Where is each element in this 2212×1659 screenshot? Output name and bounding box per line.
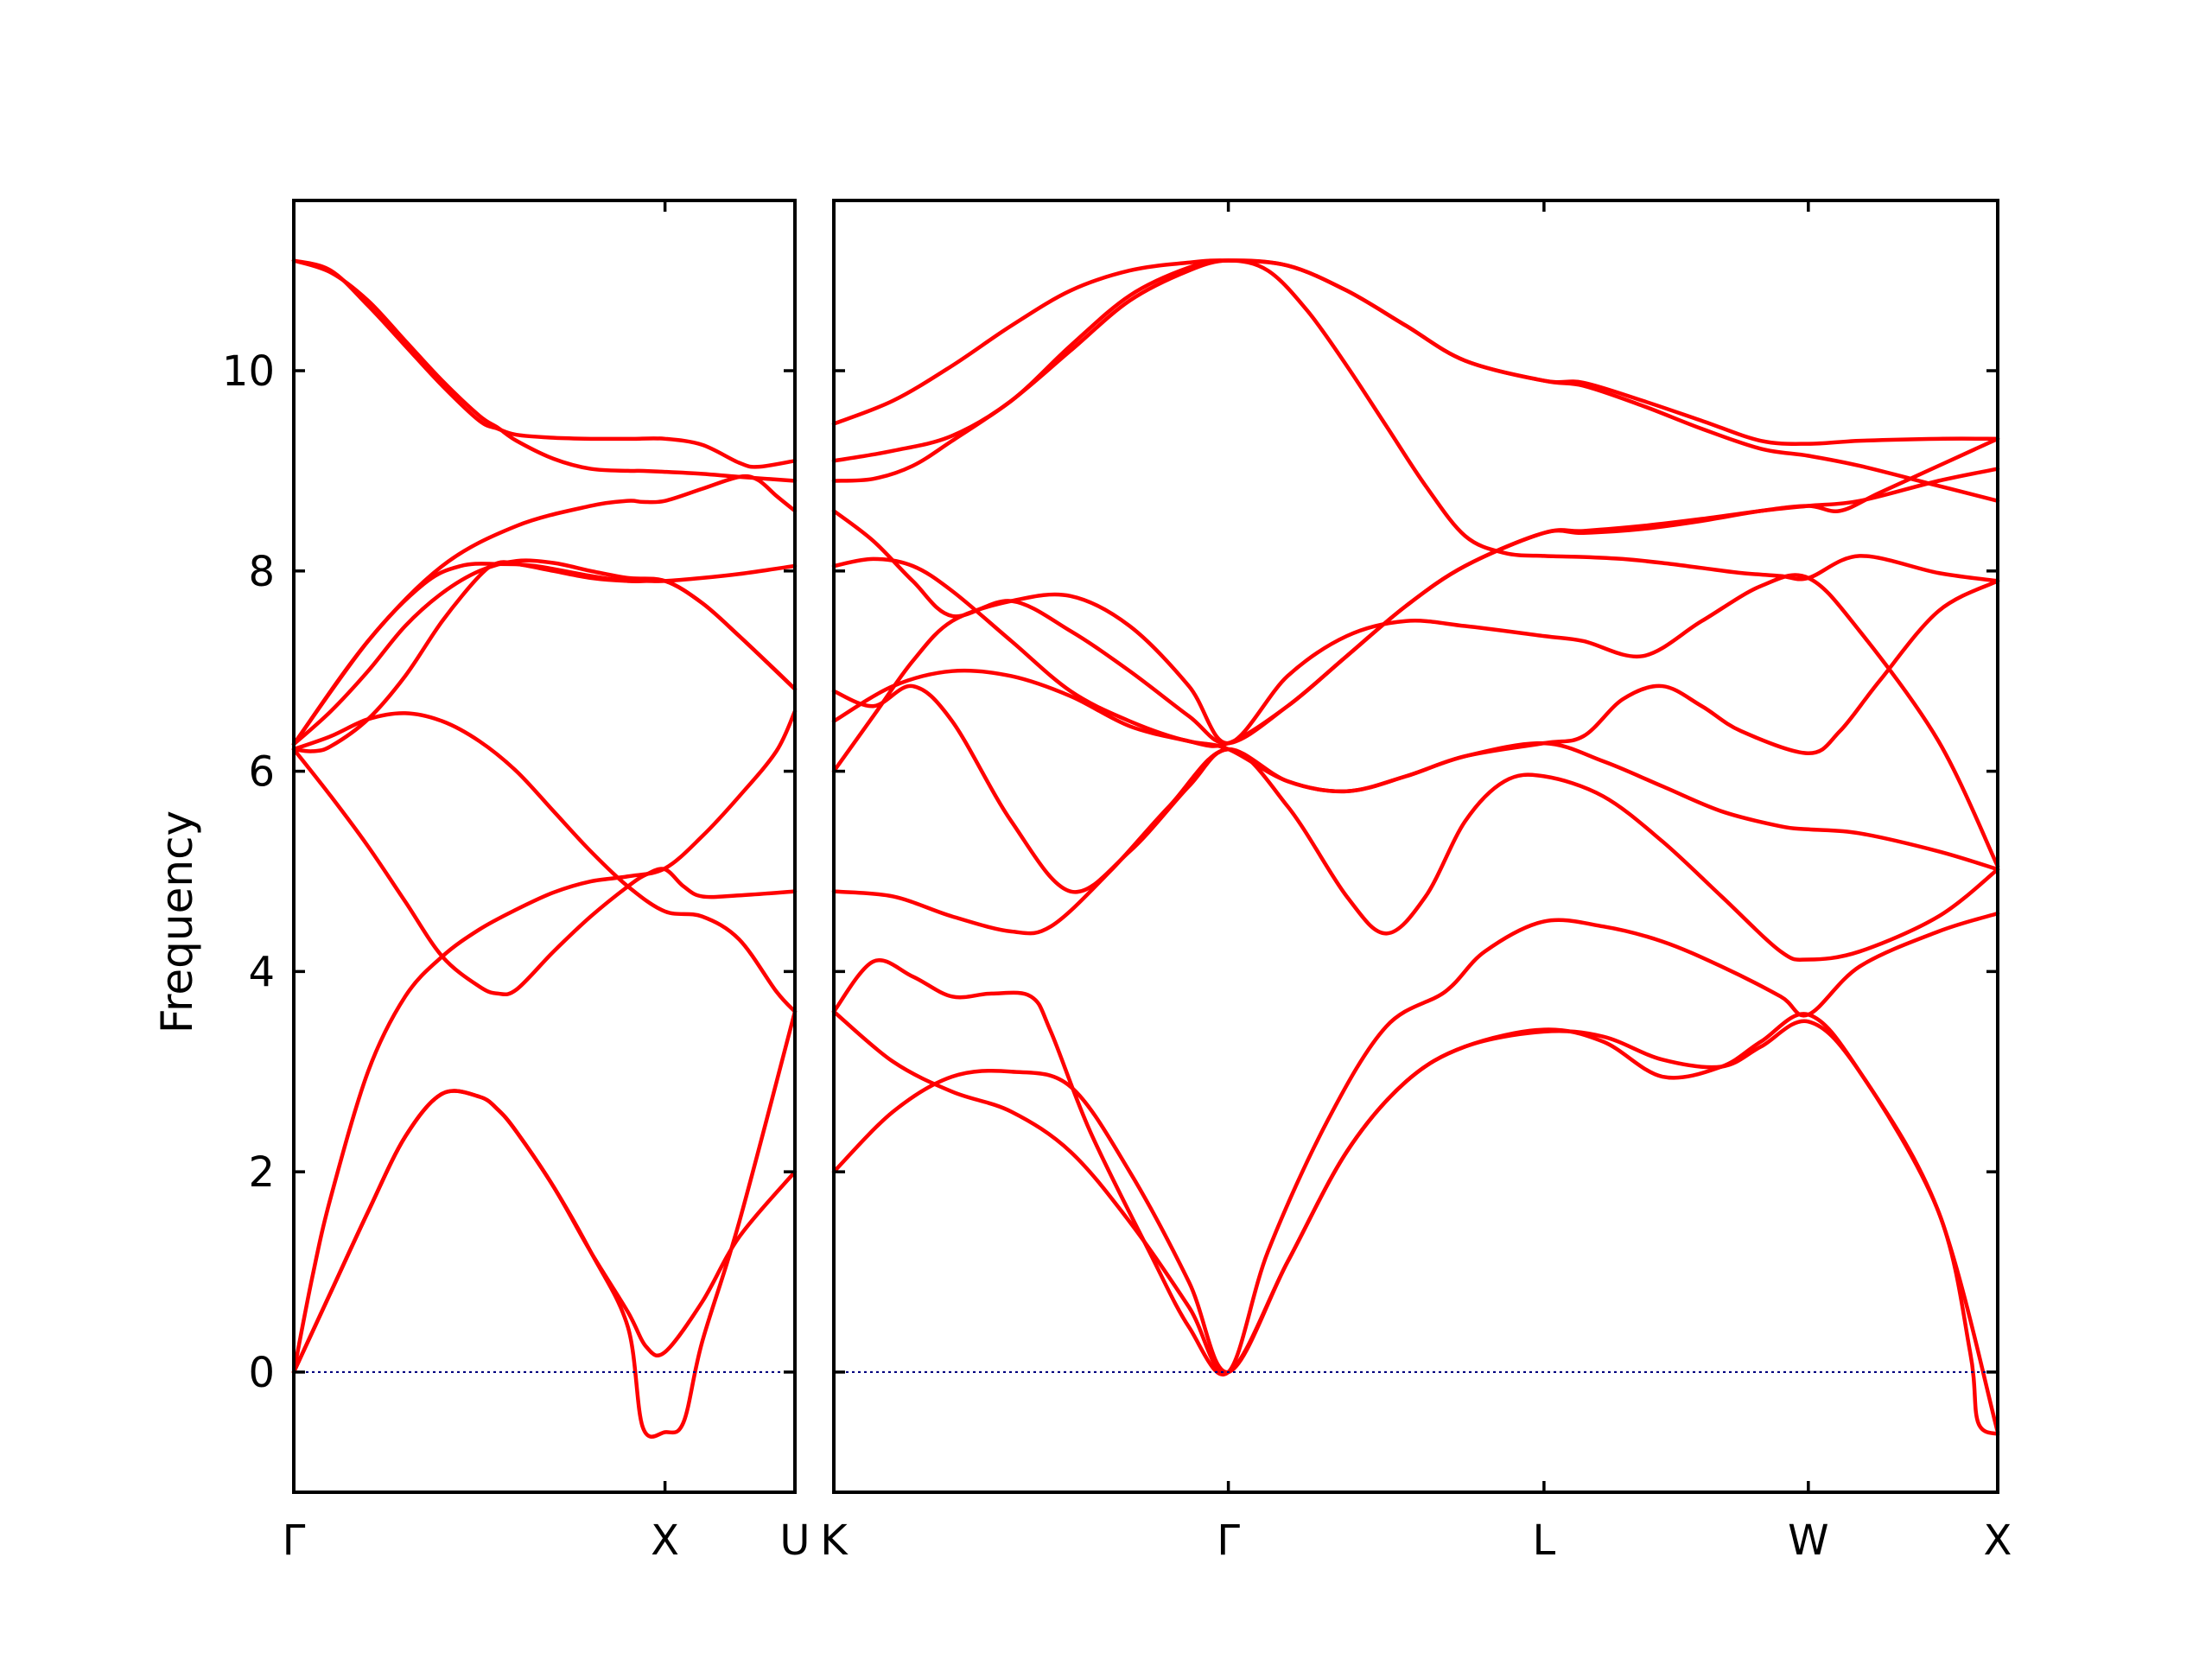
left-band-2	[291, 258, 798, 483]
ytick-label: 0	[248, 1349, 275, 1397]
right-panel-frame	[832, 199, 1999, 1494]
left-panel-frame	[292, 199, 797, 1494]
left-band-3	[291, 474, 798, 747]
ytick-label: 4	[248, 948, 275, 996]
right-band-11	[831, 1012, 2000, 1434]
left-band-11	[291, 1009, 798, 1439]
ytick-label: 2	[248, 1148, 275, 1197]
right-band-7	[831, 579, 2000, 894]
left-xtick-label: Γ	[283, 1516, 306, 1565]
right-xtick-label: W	[1788, 1516, 1828, 1565]
right-panel-bands	[831, 258, 2000, 1437]
right-band-12	[831, 1009, 2000, 1437]
left-band-4	[291, 562, 798, 747]
left-band-1	[291, 258, 798, 469]
right-band-5	[831, 436, 2000, 748]
left-band-8	[291, 747, 798, 997]
y-tick-labels: 0 2 4 6 8 10	[222, 347, 275, 1397]
ytick-label: 10	[222, 347, 275, 396]
left-band-6	[291, 711, 798, 1014]
right-band-1	[831, 258, 2000, 446]
right-xtick-label: X	[1984, 1516, 2012, 1565]
right-band-6	[831, 573, 2000, 868]
y-axis-label: Frequency	[152, 810, 202, 1033]
right-band-3	[831, 258, 2000, 583]
right-band-2	[831, 258, 2000, 503]
right-band-10	[831, 911, 2000, 1376]
right-band-8	[831, 668, 2000, 872]
left-band-10	[291, 1089, 798, 1375]
left-band-7	[291, 560, 798, 753]
right-band-9	[831, 747, 2000, 962]
left-panel-bands	[291, 258, 798, 1439]
ytick-label: 6	[248, 748, 275, 797]
right-xtick-label: L	[1533, 1516, 1556, 1565]
right-xtick-label: Γ	[1217, 1516, 1240, 1565]
left-band-9	[291, 709, 798, 1375]
left-xtick-label: X	[651, 1516, 679, 1565]
right-xtick-label: K	[820, 1516, 849, 1565]
left-xtick-label: U	[779, 1516, 810, 1565]
ytick-label: 8	[248, 548, 275, 596]
